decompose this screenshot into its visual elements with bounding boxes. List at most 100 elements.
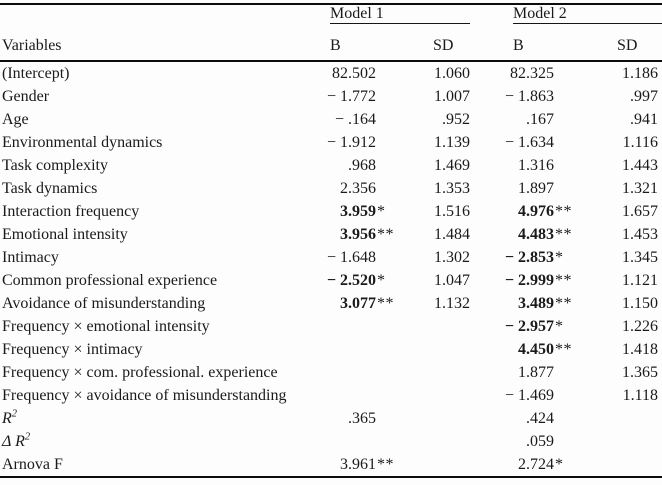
m1-sd-value	[394, 453, 470, 476]
m2-b-significance	[554, 384, 572, 407]
m1-b-significance	[376, 384, 394, 407]
table-row: Emotional intensity 3.956 ** 1.484 4.483 ** 1.…	[0, 223, 662, 246]
table-row: Δ R2 .059	[0, 430, 662, 453]
m1-b-significance	[376, 246, 394, 269]
m1-b-value	[320, 361, 376, 384]
m1-b-significance: *	[377, 203, 386, 220]
m1-sd-value: 1.007	[434, 88, 470, 105]
variable-label: Frequency × avoidance of misunderstandin…	[2, 387, 287, 404]
variable-label: Frequency × emotional intensity	[2, 318, 210, 335]
header-bottom-rule	[0, 60, 662, 62]
variable-label: Common professional experience	[2, 272, 218, 289]
m2-sd-value	[572, 430, 658, 453]
m1-sd-value: .952	[442, 111, 470, 128]
table-row: Avoidance of misunderstanding 3.077 ** 1.13…	[0, 292, 662, 315]
m2-sd-value	[572, 407, 658, 430]
variable-label: Gender	[2, 88, 50, 105]
variables-column-header: Variables	[2, 37, 62, 54]
m2-b-significance	[554, 131, 572, 154]
variable-label: Avoidance of misunderstanding	[2, 295, 206, 312]
table-row: Environmental dynamics − 1.912 1.139 − 1.63…	[0, 131, 662, 154]
m2-b-significance	[554, 108, 572, 131]
m1-sd-value: 1.484	[434, 226, 470, 243]
m2-sd-value: 1.453	[622, 226, 658, 243]
m2-b-value: − 1.469	[504, 387, 554, 404]
m2-b-value: 1.897	[518, 180, 554, 197]
m2-sd-value: 1.321	[622, 180, 658, 197]
model-header-row: Model 1 Model 2	[0, 5, 662, 32]
m1-b-value	[320, 315, 376, 338]
m1-b-value: 3.961	[340, 456, 376, 473]
model2-group-label: Model 2	[513, 5, 662, 24]
m1-b-significance	[376, 177, 394, 200]
m2-b-significance	[554, 62, 572, 85]
m2-b-value: − 2.853	[504, 249, 554, 266]
m2-b-value: 3.489	[518, 295, 554, 312]
m1-b-significance: **	[377, 226, 394, 243]
m1-b-value: − 1.912	[326, 134, 376, 151]
m2-b-significance: *	[555, 318, 564, 335]
m1-b-significance	[376, 108, 394, 131]
m2-b-value: 4.976	[518, 203, 554, 220]
m1-b-value: 3.959	[340, 203, 376, 220]
m1-b-significance	[376, 430, 394, 453]
table-row: R2 .365 .424	[0, 407, 662, 430]
m1-sd-value	[394, 430, 470, 453]
m1-b-value: .968	[348, 157, 376, 174]
m2-sd-value: 1.345	[622, 249, 658, 266]
m1-b-significance	[376, 361, 394, 384]
m2-b-significance	[554, 177, 572, 200]
table-row: (Intercept) 82.502 1.060 82.325 1.186	[0, 62, 662, 85]
m2-b-value: 4.450	[518, 341, 554, 358]
m2-sd-value: 1.418	[622, 341, 658, 358]
m1-sd-value	[394, 338, 470, 361]
m1-b-significance	[376, 131, 394, 154]
m2-b-value: .167	[526, 111, 554, 128]
m2-b-value: 1.877	[518, 364, 554, 381]
m1-sd-value: 1.516	[434, 203, 470, 220]
m1-b-value	[320, 338, 376, 361]
m1-b-value: .365	[348, 410, 376, 427]
variable-label: Δ R2	[2, 431, 31, 450]
variable-label: (Intercept)	[2, 65, 70, 82]
m2-b-value: − 1.634	[504, 134, 554, 151]
m2-sd-value	[572, 453, 658, 476]
m1-b-significance	[376, 154, 394, 177]
m2-b-value: 4.483	[518, 226, 554, 243]
variable-label: Intimacy	[2, 249, 59, 266]
m2-sd-value: 1.150	[622, 295, 658, 312]
m1-b-significance	[376, 85, 394, 108]
m2-sd-value: 1.186	[622, 65, 658, 82]
variable-label: Arnova F	[2, 456, 63, 473]
m1-sd-value	[394, 384, 470, 407]
m1-b-value: − 2.520	[326, 272, 376, 289]
m2-b-value: − 2.999	[504, 272, 554, 289]
m1-sd-value	[394, 315, 470, 338]
m1-sd-value: 1.353	[434, 180, 470, 197]
variable-label: Emotional intensity	[2, 226, 128, 243]
table-row: Intimacy − 1.648 1.302 − 2.853 * 1.345	[0, 246, 662, 269]
m1-sd-value: 1.060	[434, 65, 470, 82]
table-row: Age − .164 .952 .167 .941	[0, 108, 662, 131]
table-row: Task dynamics 2.356 1.353 1.897 1.321	[0, 177, 662, 200]
variable-label: Interaction frequency	[2, 203, 140, 220]
m1-b-significance: **	[377, 456, 394, 473]
m1-b-value: 2.356	[340, 180, 376, 197]
m1-b-value: − 1.648	[326, 249, 376, 266]
m1-b-value: − .164	[334, 111, 376, 128]
variable-label: Environmental dynamics	[2, 134, 163, 151]
m1-b-value: 3.077	[340, 295, 376, 312]
table-row: Frequency × intimacy 4.450 ** 1.418	[0, 338, 662, 361]
variable-label: Frequency × com. professional. experienc…	[2, 364, 278, 381]
m1-b-value: − 1.772	[326, 88, 376, 105]
m2-sd-value: 1.116	[622, 134, 658, 151]
model2-b-column-header: B	[513, 37, 524, 54]
m1-sd-value: 1.469	[434, 157, 470, 174]
variable-label: Task dynamics	[2, 180, 98, 197]
m1-b-significance	[376, 62, 394, 85]
table-row: Task complexity .968 1.469 1.316 1.443	[0, 154, 662, 177]
m2-sd-value: 1.365	[622, 364, 658, 381]
m2-b-significance: **	[555, 341, 572, 358]
m2-b-significance	[554, 85, 572, 108]
model2-group: Model 2	[470, 5, 662, 32]
